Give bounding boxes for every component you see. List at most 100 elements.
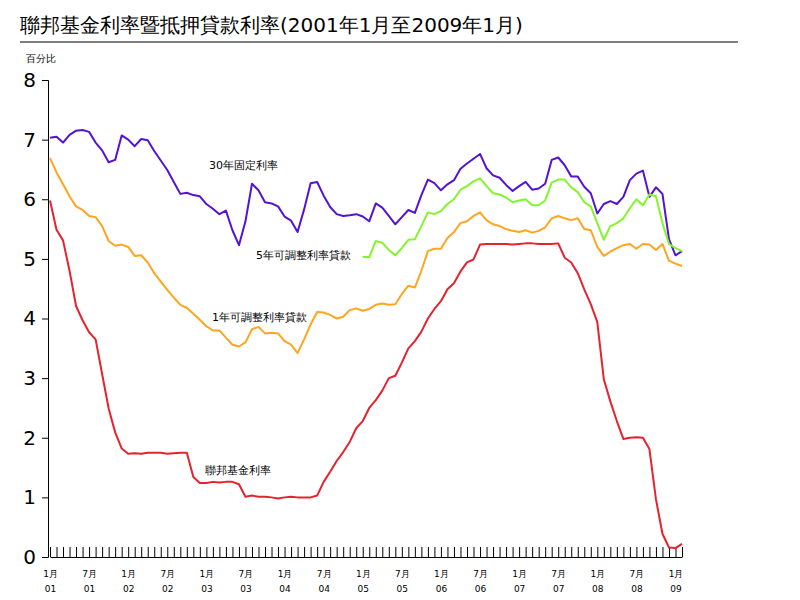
- x-tick: [376, 547, 377, 557]
- x-tick-mark: [369, 547, 370, 557]
- x-tick: [421, 547, 422, 557]
- y-tick-mark: [42, 199, 48, 200]
- x-tick: 1月09: [669, 547, 684, 594]
- y-tick-label: 6: [23, 187, 36, 211]
- x-tick-mark: [636, 547, 637, 557]
- x-tick: 1月08: [590, 547, 605, 594]
- x-tick: [226, 547, 227, 557]
- x-tick-mark: [96, 547, 97, 557]
- x-tick: [389, 547, 390, 557]
- x-tick-mark: [258, 547, 259, 557]
- x-tick: [428, 547, 429, 557]
- x-tick-mark: [206, 547, 207, 557]
- x-tick-mark: [617, 547, 618, 557]
- x-tick-mark: [552, 547, 553, 557]
- y-tick-mark: [42, 378, 48, 379]
- x-tick: 1月04: [278, 547, 293, 594]
- x-tick-mark: [187, 547, 188, 557]
- x-tick: [109, 547, 110, 557]
- x-tick-mark: [363, 547, 364, 557]
- x-tick-mark: [532, 547, 533, 557]
- x-tick-mark: [226, 547, 227, 557]
- x-tick-mark: [545, 547, 546, 557]
- x-tick: [343, 547, 344, 557]
- x-tick: [298, 547, 299, 557]
- x-tick: [493, 547, 494, 557]
- x-tick: [122, 547, 123, 557]
- x-tick: [578, 547, 579, 557]
- x-tick-label: 7月05: [395, 569, 410, 594]
- x-tick: [161, 547, 162, 557]
- x-tick-mark: [415, 547, 416, 557]
- x-tick-mark: [180, 547, 181, 557]
- x-tick: [148, 547, 149, 557]
- x-tick-mark: [480, 547, 481, 557]
- x-tick: [604, 547, 605, 557]
- x-tick-mark: [167, 547, 168, 557]
- x-tick-mark: [487, 547, 488, 557]
- x-tick: [57, 547, 58, 557]
- x-tick: [526, 547, 527, 557]
- x-tick-mark: [467, 547, 468, 557]
- x-tick: [115, 547, 116, 557]
- x-tick-mark: [604, 547, 605, 557]
- x-tick-label: 1月04: [278, 569, 293, 594]
- x-tick-label: 7月07: [551, 569, 566, 594]
- x-tick: 1月01: [43, 547, 58, 594]
- x-tick: [193, 547, 194, 557]
- x-tick-mark: [454, 547, 455, 557]
- x-tick-mark: [193, 547, 194, 557]
- x-tick: [356, 547, 357, 557]
- x-tick-label: 1月06: [434, 569, 449, 594]
- x-tick-label: 1月09: [669, 569, 684, 594]
- y-tick: 8: [23, 68, 48, 92]
- x-tick-mark: [382, 547, 383, 557]
- x-tick-label: 1月01: [43, 569, 58, 594]
- x-tick: [682, 547, 683, 557]
- x-tick: [102, 547, 103, 557]
- x-tick: [232, 547, 233, 557]
- y-tick: 3: [23, 366, 48, 390]
- series-label: 聯邦基金利率: [205, 464, 271, 477]
- x-tick: [571, 547, 572, 557]
- x-tick: 7月07: [551, 547, 566, 594]
- x-tick: [83, 547, 84, 557]
- y-tick-mark: [42, 80, 48, 81]
- x-tick-mark: [421, 547, 422, 557]
- title-rule: [20, 42, 738, 43]
- x-tick-mark: [350, 547, 351, 557]
- x-tick-mark: [141, 547, 142, 557]
- x-tick-label: 1月02: [121, 569, 136, 594]
- x-tick: 7月01: [82, 547, 97, 594]
- x-tick: [70, 547, 71, 557]
- x-tick: [272, 547, 273, 557]
- x-tick: [467, 547, 468, 557]
- x-tick-label: 1月08: [590, 569, 605, 594]
- x-tick-mark: [441, 547, 442, 557]
- x-tick: [265, 547, 266, 557]
- x-tick-mark: [252, 547, 253, 557]
- y-tick-label: 2: [23, 426, 36, 450]
- x-tick: 7月04: [317, 547, 332, 594]
- x-tick: 1月05: [356, 547, 371, 594]
- x-tick-mark: [50, 547, 51, 557]
- x-tick-mark: [115, 547, 116, 557]
- x-tick-mark: [174, 547, 175, 557]
- series-line: [50, 200, 682, 548]
- plot-area: [50, 130, 682, 548]
- x-tick-mark: [135, 547, 136, 557]
- y-tick-mark: [42, 497, 48, 498]
- y-tick-mark: [42, 319, 48, 320]
- y-tick-label: 8: [23, 68, 36, 92]
- x-tick: [584, 547, 585, 557]
- x-tick-mark: [662, 547, 663, 557]
- x-tick: [500, 547, 501, 557]
- y-tick-label: 5: [23, 247, 36, 271]
- x-tick: [649, 547, 650, 557]
- x-tick: [258, 547, 259, 557]
- x-tick: [460, 547, 461, 557]
- x-tick: [154, 547, 155, 557]
- x-tick-mark: [519, 547, 520, 557]
- series-label: 1年可調整利率貸款: [212, 311, 307, 324]
- x-tick: [350, 547, 351, 557]
